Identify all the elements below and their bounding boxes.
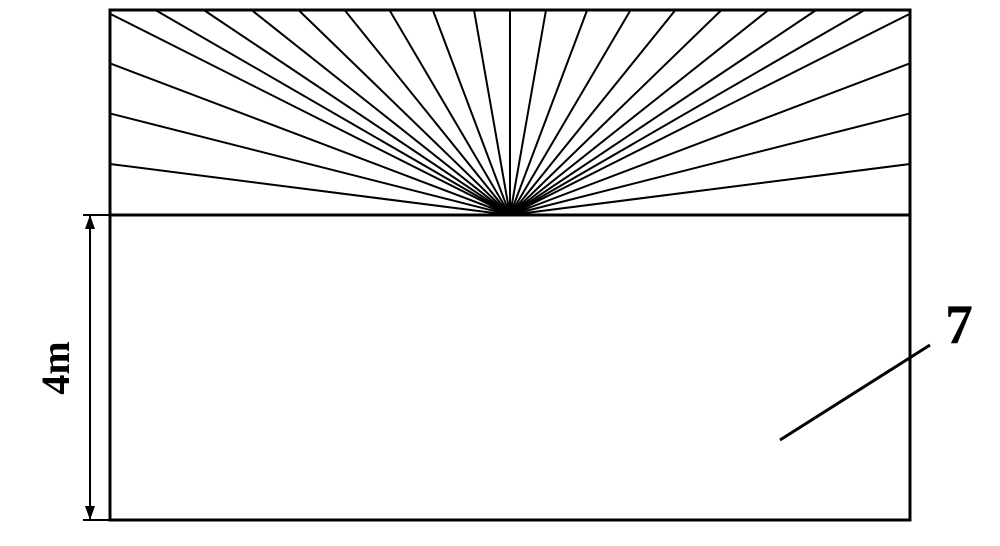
fan-ray: [110, 164, 510, 215]
fan-ray: [510, 164, 910, 215]
fan-ray: [204, 10, 510, 215]
fan-ray: [110, 113, 510, 215]
callout-leader: [780, 345, 930, 440]
fan-ray: [510, 10, 865, 215]
diagram-root: 4m 7: [0, 0, 1000, 546]
fan-ray: [510, 113, 910, 215]
dimension-group: 4m: [33, 215, 110, 520]
dim-label: 4m: [33, 341, 78, 394]
callout-group: 7: [780, 294, 973, 440]
fan-ray: [510, 10, 816, 215]
fan-ray: [299, 10, 510, 215]
dim-arrow-bot: [85, 506, 95, 520]
fan-ray: [155, 10, 510, 215]
fan-ray: [510, 10, 721, 215]
fan-group: [110, 10, 910, 215]
dim-arrow-top: [85, 215, 95, 229]
callout-label: 7: [945, 294, 973, 356]
